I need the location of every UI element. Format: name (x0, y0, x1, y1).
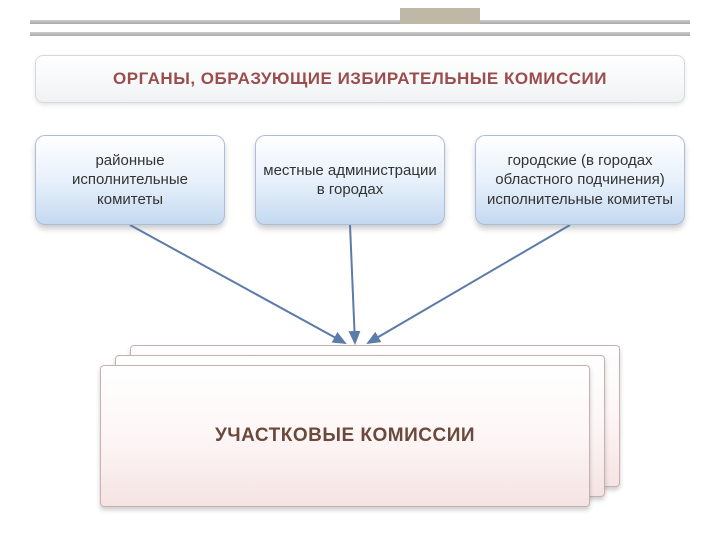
header-box: ОРГАНЫ, ОБРАЗУЮЩИЕ ИЗБИРАТЕЛЬНЫЕ КОМИССИ… (35, 55, 685, 103)
source-label-2: местные администрации в городах (263, 161, 437, 200)
source-box-2: местные администрации в городах (255, 135, 445, 225)
arrows-svg (0, 225, 720, 360)
decor-line-top (30, 20, 690, 24)
stack-card-front: УЧАСТКОВЫЕ КОМИССИИ (100, 365, 590, 507)
arrow-1 (130, 225, 345, 343)
source-box-1: районные исполнительные комитеты (35, 135, 225, 225)
source-label-1: районные исполнительные комитеты (43, 151, 217, 210)
arrow-2 (350, 225, 355, 343)
source-box-3: городские (в городах областного подчинен… (475, 135, 685, 225)
decor-line-bottom (30, 32, 690, 36)
arrow-3 (368, 225, 570, 343)
bottom-stack: УЧАСТКОВЫЕ КОМИССИИ (100, 345, 620, 505)
decor-block (400, 8, 480, 24)
header-title: ОРГАНЫ, ОБРАЗУЮЩИЕ ИЗБИРАТЕЛЬНЫЕ КОМИССИ… (113, 69, 607, 89)
bottom-label: УЧАСТКОВЫЕ КОМИССИИ (215, 425, 475, 447)
source-label-3: городские (в городах областного подчинен… (483, 151, 677, 210)
